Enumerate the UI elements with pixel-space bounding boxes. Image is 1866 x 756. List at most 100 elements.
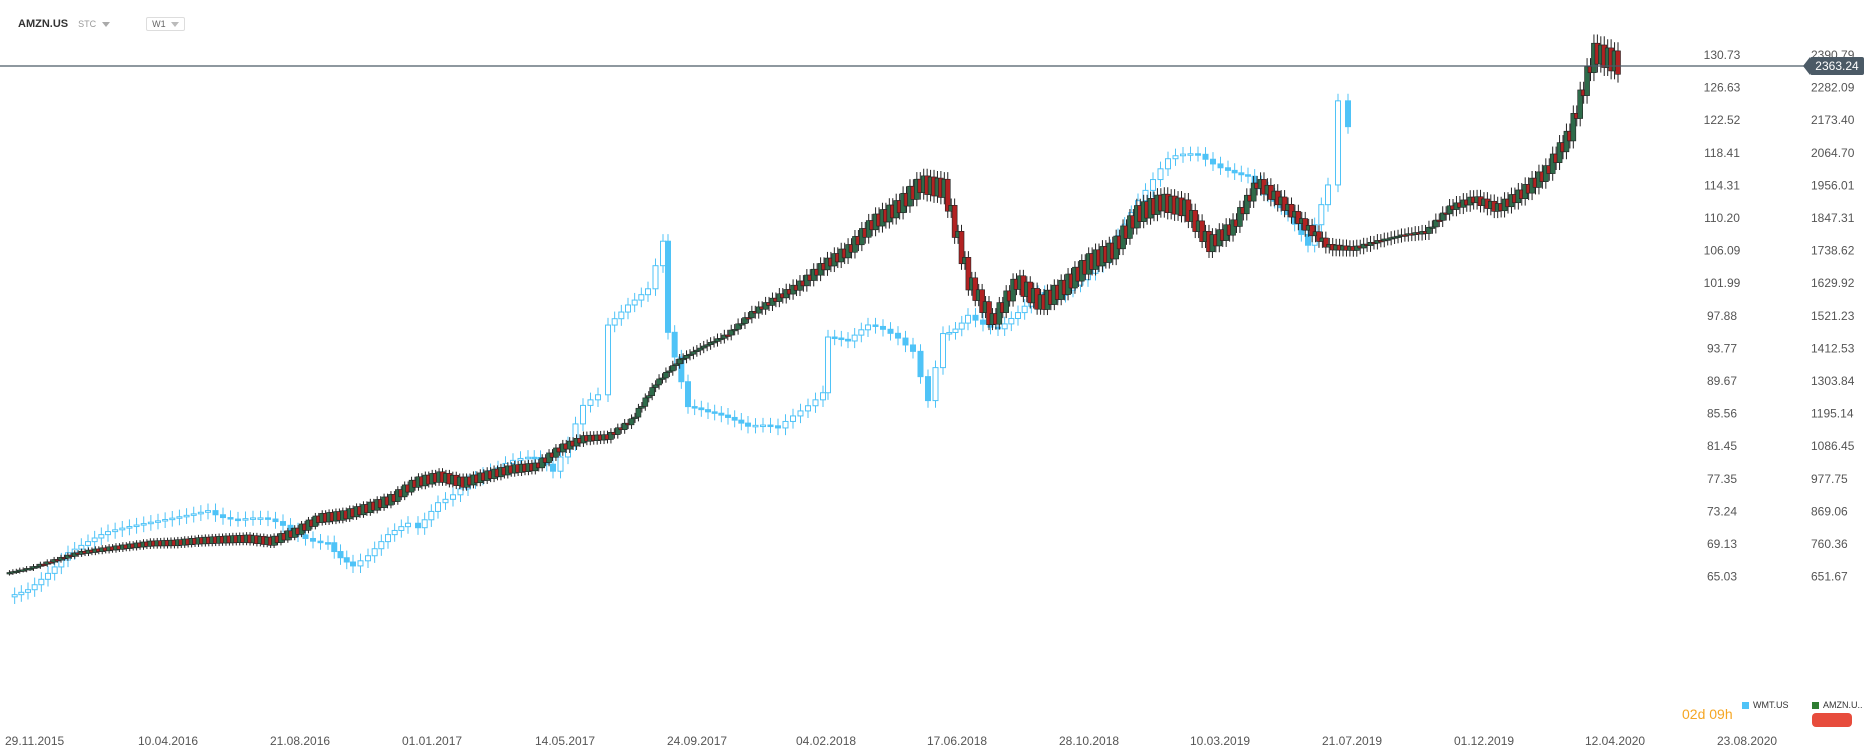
wmt-candle (398, 526, 405, 531)
wmt-candle (317, 540, 324, 544)
y-right-tick-label: 1629.92 (1811, 276, 1855, 290)
amzn-candle (1570, 113, 1577, 142)
y-right-tick-label: 1086.45 (1811, 439, 1855, 453)
wmt-candle (611, 318, 618, 326)
wmt-candle (442, 498, 449, 504)
amzn-candle (694, 349, 700, 352)
wmt-candle (428, 510, 435, 521)
y-right-tick-label: 760.36 (1811, 537, 1848, 551)
wmt-candle (605, 324, 611, 396)
amzn-candle (669, 365, 676, 372)
x-tick-label: 23.08.2020 (1717, 734, 1777, 748)
wmt-candle (782, 420, 789, 429)
timer-hours: 09h (1709, 706, 1733, 722)
amzn-candle (738, 323, 745, 326)
x-tick-label: 29.11.2015 (5, 734, 64, 748)
wmt-candle (790, 415, 796, 422)
legend-label: WMT.US (1753, 700, 1789, 710)
wmt-candle (925, 376, 931, 402)
legend-label: AMZN.U.. (1823, 700, 1863, 710)
y-right-tick-label: 2064.70 (1811, 146, 1855, 160)
wmt-candle (235, 518, 241, 522)
wmt-candle (1202, 153, 1209, 160)
wmt-candle (745, 422, 751, 427)
y-left-tick-label: 65.03 (1707, 570, 1737, 584)
amzn-candle (1323, 237, 1329, 248)
amzn-candle (1237, 207, 1243, 227)
chart-toolbar: AMZN.US STC W1 (18, 14, 185, 34)
amzn-candle (728, 329, 735, 336)
wmt-candle (797, 410, 804, 417)
wmt-candle (965, 314, 971, 324)
wmt-candle (587, 399, 594, 406)
mode-label: STC (78, 19, 97, 29)
wmt-candle (1238, 172, 1245, 176)
amzn-candle (34, 566, 40, 569)
y-right-tick-label: 651.67 (1811, 570, 1848, 584)
wmt-candle (91, 537, 98, 543)
wmt-candle (1021, 305, 1028, 314)
wmt-candle (902, 337, 909, 346)
amzn-candle (659, 377, 666, 380)
amzn-candle (1577, 89, 1583, 119)
amzn-candle (944, 178, 951, 212)
amzn-candle (539, 457, 545, 469)
wmt-candle (133, 524, 140, 528)
wmt-candle (205, 510, 211, 513)
wmt-candle (525, 456, 531, 460)
timer-days: 02d (1682, 706, 1706, 722)
wmt-candle (1008, 317, 1015, 325)
amzn-candle (608, 431, 614, 440)
wmt-candle (940, 333, 946, 369)
wmt-candle (242, 518, 249, 521)
amzn-candle (1360, 243, 1367, 249)
wmt-candle (1225, 167, 1231, 171)
amzn-candle (20, 569, 26, 572)
amzn-candle (615, 427, 621, 435)
wmt-candle (287, 524, 294, 531)
wmt-candle (105, 531, 111, 536)
y-left-tick-label: 93.77 (1707, 341, 1737, 355)
amzn-candle (762, 302, 769, 310)
amzn-candle (951, 205, 958, 238)
wmt-candle (169, 517, 176, 521)
x-tick-label: 01.12.2019 (1454, 734, 1514, 748)
legend-item-wmt[interactable]: WMT.US (1742, 700, 1789, 710)
x-tick-label: 21.08.2016 (270, 734, 330, 748)
y-left-tick-label: 73.24 (1707, 504, 1737, 518)
wmt-candle (946, 332, 953, 335)
wmt-candle (18, 591, 25, 596)
timeframe-dropdown[interactable]: W1 (146, 17, 185, 31)
wmt-candle (98, 534, 105, 539)
amzn-candle (676, 358, 683, 365)
wmt-candle (457, 488, 464, 496)
wmt-candle (645, 288, 651, 296)
x-axis: 29.11.2015 10.04.2016 21.08.2016 01.01.2017… (5, 734, 1777, 748)
amzn-candle (47, 561, 54, 564)
symbol-label[interactable]: AMZN.US (18, 18, 69, 30)
y-left-tick-label: 81.45 (1707, 439, 1737, 453)
amzn-candle (731, 329, 738, 332)
wmt-candle (212, 510, 219, 516)
amzn-candle (704, 344, 710, 347)
wmt-candle (820, 392, 826, 401)
wmt-candle (147, 521, 154, 525)
y-right-tick-label: 1412.53 (1811, 341, 1855, 355)
wmt-candle (858, 329, 865, 336)
wmt-candle (531, 456, 538, 460)
legend-item-amzn[interactable]: AMZN.U.. (1812, 700, 1863, 710)
wmt-candle-series (11, 93, 1351, 604)
wmt-candle (895, 332, 901, 339)
mode-dropdown[interactable]: STC (78, 19, 111, 29)
amzn-candle (1281, 196, 1288, 211)
wmt-candle (31, 584, 38, 591)
wmt-candle (162, 518, 169, 522)
amzn-candle (621, 422, 628, 431)
sell-button[interactable] (1812, 713, 1852, 727)
wmt-candle (1217, 163, 1224, 169)
amzn-candle (1309, 225, 1315, 237)
amzn-candle (1288, 203, 1295, 218)
wmt-candle (25, 589, 31, 593)
y-right-tick-label: 869.06 (1811, 504, 1848, 518)
